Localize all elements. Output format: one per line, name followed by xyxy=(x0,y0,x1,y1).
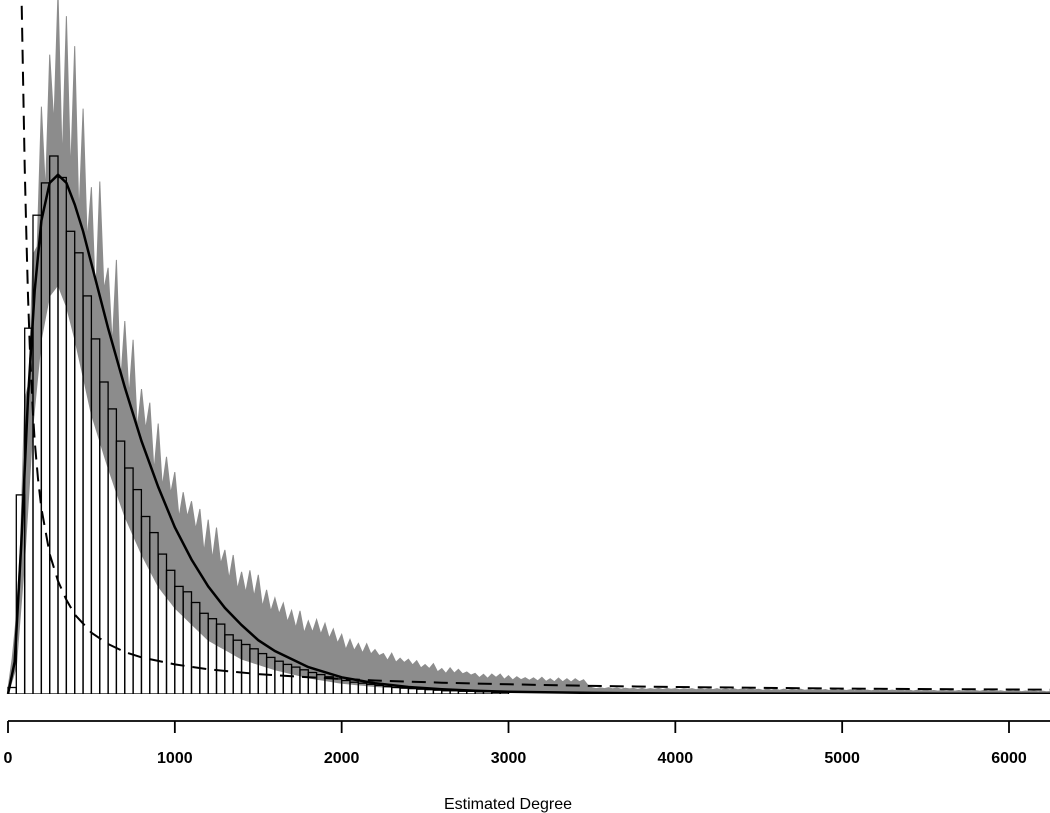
histogram-bar xyxy=(457,690,468,694)
x-tick-label: 2000 xyxy=(324,750,360,767)
histogram-bar xyxy=(424,689,435,694)
x-tick-label: 0 xyxy=(4,750,13,767)
x-axis: 0 1000 2000 3000 4000 5000 6000 xyxy=(4,720,1050,767)
x-tick-label: 5000 xyxy=(824,750,860,767)
fitted-curves xyxy=(6,0,1050,694)
x-tick-label: 6000 xyxy=(991,750,1027,767)
fitted-solid-curve xyxy=(6,173,1050,694)
fitted-dashed-curve xyxy=(20,0,1050,691)
x-tick-label: 4000 xyxy=(658,750,694,767)
histogram-bars xyxy=(7,155,510,694)
histogram-bar xyxy=(416,688,426,694)
histogram-bar xyxy=(407,687,418,694)
x-tick-label: 1000 xyxy=(157,750,193,767)
x-tick-label: 3000 xyxy=(491,750,527,767)
histogram-bar xyxy=(432,689,443,694)
simulated-band xyxy=(7,0,1050,694)
x-axis-title: Estimated Degree xyxy=(444,796,572,813)
histogram-bar xyxy=(441,690,451,694)
histogram-bar xyxy=(449,690,460,694)
simulated-band-layer xyxy=(7,0,1050,694)
